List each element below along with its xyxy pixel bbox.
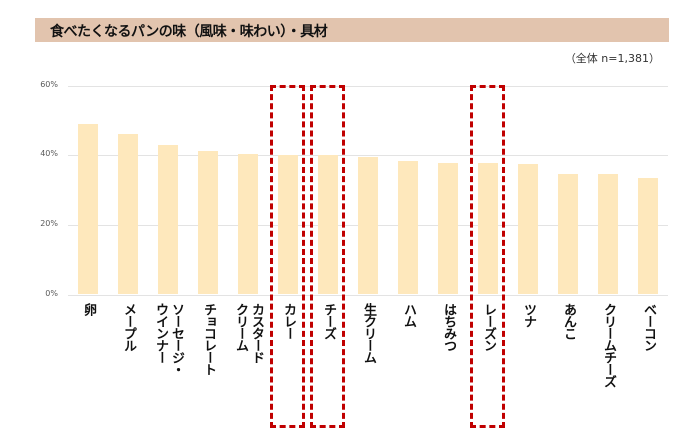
- x-axis-category-label: 生クリーム: [361, 303, 376, 363]
- x-axis-category-label: レーズン: [481, 303, 496, 351]
- bar: [558, 173, 578, 295]
- y-axis-tick-label: 40%: [40, 149, 58, 158]
- bar: [158, 144, 178, 295]
- x-axis-category-label: カレー: [281, 303, 296, 339]
- x-axis-category-label: チーズ: [321, 303, 336, 339]
- x-axis-category-label: ベーコン: [641, 303, 656, 351]
- x-axis-category-label: あんこ: [561, 303, 576, 339]
- gridline: [68, 155, 668, 156]
- bar: [478, 162, 498, 295]
- x-axis-category-label: 卵: [81, 303, 96, 315]
- bar: [118, 133, 138, 295]
- highlight-box: [470, 85, 505, 428]
- gridline: [68, 86, 668, 87]
- bar: [198, 151, 218, 295]
- x-axis-category-label: ツナ: [521, 303, 536, 327]
- x-axis-category-label: カスタード クリーム: [233, 303, 264, 363]
- gridline: [68, 295, 668, 296]
- x-axis-category-label: クリームチーズ: [601, 303, 616, 387]
- bar: [238, 153, 258, 295]
- bar: [518, 164, 538, 295]
- x-axis-category-label: はちみつ: [441, 303, 456, 351]
- x-axis-category-label: ハム: [401, 303, 416, 327]
- bar: [398, 161, 418, 295]
- bar: [358, 157, 378, 295]
- title-bar: 食べたくなるパンの味（風味・味わい）・具材: [35, 18, 669, 42]
- bar: [638, 178, 658, 295]
- bar: [598, 174, 618, 295]
- y-axis-tick-label: 0%: [45, 289, 58, 298]
- bar: [78, 123, 98, 295]
- x-axis-category-label: メープル: [121, 303, 136, 351]
- bar: [318, 155, 338, 295]
- highlight-box: [270, 85, 305, 428]
- x-axis-category-label: チョコレート: [201, 303, 216, 375]
- x-axis-category-label: ソーセージ・ ウインナー: [153, 303, 184, 375]
- y-axis-tick-label: 60%: [40, 80, 58, 89]
- y-axis-tick-label: 20%: [40, 219, 58, 228]
- chart-title: 食べたくなるパンの味（風味・味わい）・具材: [50, 24, 328, 40]
- sample-size-note: （全体 n=1,381）: [564, 52, 660, 65]
- bar: [278, 155, 298, 295]
- highlight-box: [310, 85, 345, 428]
- bar: [438, 162, 458, 295]
